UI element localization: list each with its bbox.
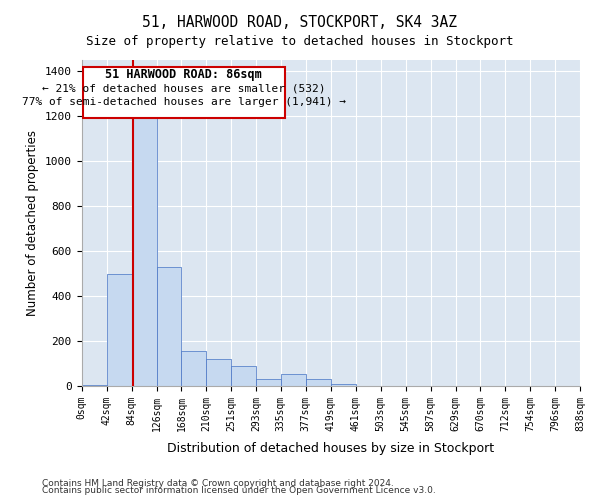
Bar <box>131 112 157 386</box>
Text: Contains public sector information licensed under the Open Government Licence v3: Contains public sector information licen… <box>42 486 436 495</box>
Text: 51 HARWOOD ROAD: 86sqm: 51 HARWOOD ROAD: 86sqm <box>106 68 262 81</box>
Bar <box>181 351 206 386</box>
Y-axis label: Number of detached properties: Number of detached properties <box>26 130 39 316</box>
Bar <box>231 366 256 386</box>
Bar <box>306 379 331 386</box>
Text: Size of property relative to detached houses in Stockport: Size of property relative to detached ho… <box>86 35 514 48</box>
Bar <box>206 359 231 386</box>
Text: ← 21% of detached houses are smaller (532): ← 21% of detached houses are smaller (53… <box>42 83 326 93</box>
Text: 51, HARWOOD ROAD, STOCKPORT, SK4 3AZ: 51, HARWOOD ROAD, STOCKPORT, SK4 3AZ <box>143 15 458 30</box>
Bar <box>107 274 131 386</box>
Bar <box>82 385 107 386</box>
Bar <box>157 267 181 386</box>
X-axis label: Distribution of detached houses by size in Stockport: Distribution of detached houses by size … <box>167 442 494 455</box>
Bar <box>281 374 306 386</box>
Bar <box>256 379 281 386</box>
FancyBboxPatch shape <box>83 66 285 118</box>
Text: Contains HM Land Registry data © Crown copyright and database right 2024.: Contains HM Land Registry data © Crown c… <box>42 478 394 488</box>
Text: 77% of semi-detached houses are larger (1,941) →: 77% of semi-detached houses are larger (… <box>22 96 346 106</box>
Bar <box>331 384 356 386</box>
